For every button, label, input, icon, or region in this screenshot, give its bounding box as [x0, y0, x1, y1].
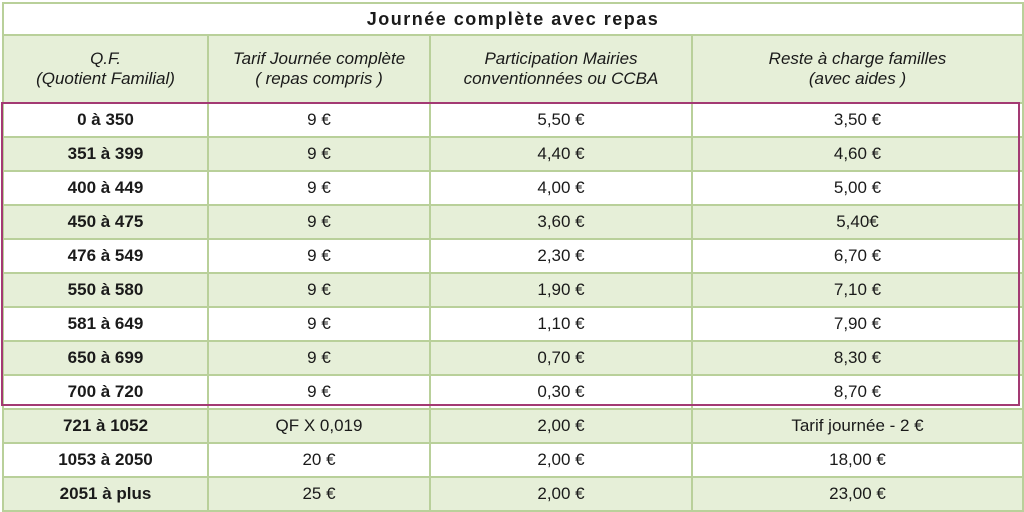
cell-qf: 400 à 449	[2, 170, 209, 206]
cell-reste: 8,30 €	[691, 340, 1024, 376]
table-row: 351 à 399 9 €4,40 €4,60 €	[2, 136, 1024, 172]
header-reste: Reste à charge familles (avec aides )	[691, 34, 1024, 104]
header-qf-line2: (Quotient Familial)	[36, 69, 175, 88]
cell-tarif: 9 €	[207, 272, 431, 308]
cell-tarif: 9 €	[207, 136, 431, 172]
cell-reste: 6,70 €	[691, 238, 1024, 274]
table-row: 550 à 580 9 €1,90 €7,10 €	[2, 272, 1024, 308]
cell-participation: 4,40 €	[429, 136, 693, 172]
cell-participation: 2,00 €	[429, 476, 693, 512]
cell-tarif: 25 €	[207, 476, 431, 512]
table-row: 0 à 350 9 €5,50 €3,50 €	[2, 102, 1024, 138]
cell-tarif: 9 €	[207, 374, 431, 410]
cell-participation: 0,30 €	[429, 374, 693, 410]
table-row: 581 à 649 9 €1,10 €7,90 €	[2, 306, 1024, 342]
header-participation: Participation Mairies conventionnées ou …	[429, 34, 693, 104]
cell-tarif: QF X 0,019	[207, 408, 431, 444]
cell-qf: 0 à 350	[2, 102, 209, 138]
cell-participation: 0,70 €	[429, 340, 693, 376]
header-qf-line1: Q.F.	[90, 49, 121, 68]
table-row: 1053 à 2050 20 €2,00 €18,00 €	[2, 442, 1024, 478]
cell-qf: 476 à 549	[2, 238, 209, 274]
cell-reste: 4,60 €	[691, 136, 1024, 172]
cell-reste: 5,00 €	[691, 170, 1024, 206]
header-participation-line1: Participation Mairies	[484, 49, 638, 68]
table-row: 700 à 720 9 €0,30 €8,70 €	[2, 374, 1024, 410]
cell-reste: 8,70 €	[691, 374, 1024, 410]
header-participation-line2: conventionnées ou CCBA	[463, 69, 659, 88]
cell-tarif: 9 €	[207, 204, 431, 240]
cell-tarif: 9 €	[207, 306, 431, 342]
cell-participation: 2,00 €	[429, 442, 693, 478]
cell-tarif: 9 €	[207, 340, 431, 376]
cell-tarif: 20 €	[207, 442, 431, 478]
table-row: 450 à 475 9 €3,60 €5,40€	[2, 204, 1024, 240]
header-reste-line1: Reste à charge familles	[768, 49, 947, 68]
cell-qf: 581 à 649	[2, 306, 209, 342]
cell-reste: 23,00 €	[691, 476, 1024, 512]
cell-reste: 7,10 €	[691, 272, 1024, 308]
cell-participation: 4,00 €	[429, 170, 693, 206]
cell-reste: Tarif journée - 2 €	[691, 408, 1024, 444]
cell-qf: 2051 à plus	[2, 476, 209, 512]
cell-reste: 5,40€	[691, 204, 1024, 240]
table-row: 2051 à plus 25 €2,00 €23,00 €	[2, 476, 1024, 512]
cell-participation: 1,10 €	[429, 306, 693, 342]
table-row: 400 à 449 9 €4,00 €5,00 €	[2, 170, 1024, 206]
header-reste-line2: (avec aides )	[808, 69, 907, 88]
cell-tarif: 9 €	[207, 102, 431, 138]
header-qf: Q.F. (Quotient Familial)	[2, 34, 209, 104]
cell-tarif: 9 €	[207, 170, 431, 206]
cell-qf: 721 à 1052	[2, 408, 209, 444]
header-tarif-line2: ( repas compris )	[255, 69, 383, 88]
cell-qf: 700 à 720	[2, 374, 209, 410]
cell-reste: 18,00 €	[691, 442, 1024, 478]
cell-qf: 550 à 580	[2, 272, 209, 308]
cell-participation: 1,90 €	[429, 272, 693, 308]
table-body: 0 à 350 9 €5,50 €3,50 €351 à 399 9 €4,40 €…	[2, 102, 1024, 512]
cell-reste: 3,50 €	[691, 102, 1024, 138]
cell-participation: 2,00 €	[429, 408, 693, 444]
table-row: 476 à 549 9 €2,30 €6,70 €	[2, 238, 1024, 274]
table-row: 650 à 699 9 €0,70 €8,30 €	[2, 340, 1024, 376]
table-title: Journée complète avec repas	[2, 2, 1024, 36]
cell-tarif: 9 €	[207, 238, 431, 274]
header-tarif-line1: Tarif Journée complète	[232, 49, 406, 68]
cell-participation: 3,60 €	[429, 204, 693, 240]
cell-qf: 1053 à 2050	[2, 442, 209, 478]
table-row: 721 à 1052 QF X 0,019 2,00 € Tarif journée …	[2, 408, 1024, 444]
cell-reste: 7,90 €	[691, 306, 1024, 342]
cell-qf: 351 à 399	[2, 136, 209, 172]
cell-participation: 5,50 €	[429, 102, 693, 138]
header-tarif: Tarif Journée complète ( repas compris )	[207, 34, 431, 104]
cell-participation: 2,30 €	[429, 238, 693, 274]
cell-qf: 650 à 699	[2, 340, 209, 376]
cell-qf: 450 à 475	[2, 204, 209, 240]
